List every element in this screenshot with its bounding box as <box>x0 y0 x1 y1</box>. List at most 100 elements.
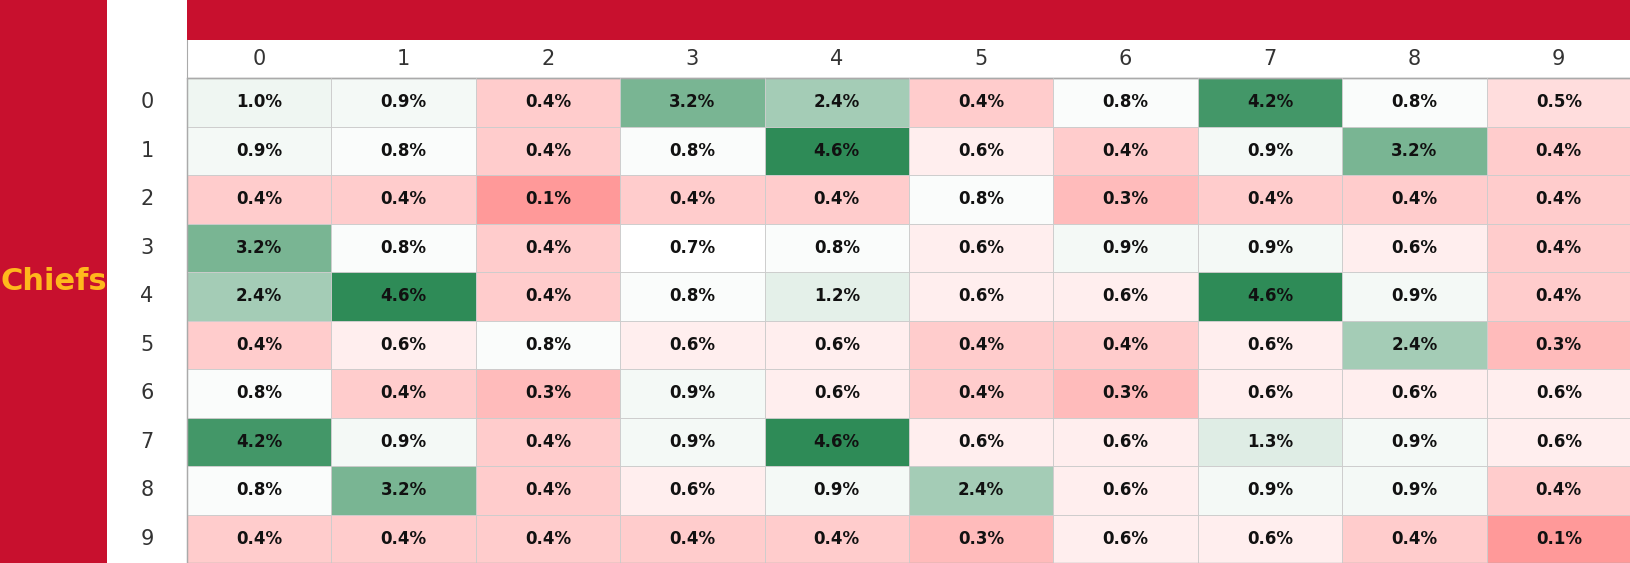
Text: 0.4%: 0.4% <box>957 385 1004 402</box>
FancyBboxPatch shape <box>1341 272 1485 320</box>
FancyBboxPatch shape <box>476 127 619 175</box>
FancyBboxPatch shape <box>187 272 331 320</box>
FancyBboxPatch shape <box>331 175 476 224</box>
FancyBboxPatch shape <box>1053 466 1196 515</box>
FancyBboxPatch shape <box>331 127 476 175</box>
Text: 0.1%: 0.1% <box>1535 530 1581 548</box>
FancyBboxPatch shape <box>908 466 1053 515</box>
Text: 0: 0 <box>253 49 266 69</box>
Text: 4.6%: 4.6% <box>380 287 427 305</box>
FancyBboxPatch shape <box>108 175 187 224</box>
Text: 0.8%: 0.8% <box>1390 93 1436 111</box>
FancyBboxPatch shape <box>476 272 619 320</box>
Text: 0.6%: 0.6% <box>1535 385 1581 402</box>
FancyBboxPatch shape <box>331 272 476 320</box>
Text: 0.8%: 0.8% <box>380 239 427 257</box>
Text: 0.4%: 0.4% <box>1535 239 1581 257</box>
FancyBboxPatch shape <box>1341 466 1485 515</box>
FancyBboxPatch shape <box>476 78 619 127</box>
FancyBboxPatch shape <box>476 369 619 418</box>
Text: 0.4%: 0.4% <box>1390 190 1436 208</box>
Text: 0.1%: 0.1% <box>525 190 570 208</box>
Text: 3.2%: 3.2% <box>668 93 716 111</box>
Text: 0.9%: 0.9% <box>236 142 282 160</box>
FancyBboxPatch shape <box>108 272 187 320</box>
Text: 1.0%: 1.0% <box>236 93 282 111</box>
Text: 9: 9 <box>140 529 153 549</box>
Text: 0.4%: 0.4% <box>1535 481 1581 499</box>
Text: 1: 1 <box>396 49 411 69</box>
Text: 0.6%: 0.6% <box>1535 433 1581 451</box>
FancyBboxPatch shape <box>619 175 764 224</box>
FancyBboxPatch shape <box>764 127 908 175</box>
Text: 5: 5 <box>975 49 988 69</box>
FancyBboxPatch shape <box>1053 78 1196 127</box>
Text: 0.8%: 0.8% <box>236 481 282 499</box>
FancyBboxPatch shape <box>1196 175 1341 224</box>
FancyBboxPatch shape <box>619 418 764 466</box>
Text: 2.4%: 2.4% <box>813 93 859 111</box>
FancyBboxPatch shape <box>764 224 908 272</box>
FancyBboxPatch shape <box>187 369 331 418</box>
FancyBboxPatch shape <box>908 369 1053 418</box>
Text: 0.4%: 0.4% <box>813 530 859 548</box>
FancyBboxPatch shape <box>1485 127 1630 175</box>
FancyBboxPatch shape <box>1053 418 1196 466</box>
Text: 2.4%: 2.4% <box>236 287 282 305</box>
Text: 0.3%: 0.3% <box>1102 385 1148 402</box>
Text: 8: 8 <box>1407 49 1420 69</box>
FancyBboxPatch shape <box>1196 272 1341 320</box>
Text: 4.2%: 4.2% <box>236 433 282 451</box>
FancyBboxPatch shape <box>908 127 1053 175</box>
FancyBboxPatch shape <box>1485 418 1630 466</box>
Text: 0: 0 <box>140 92 153 112</box>
FancyBboxPatch shape <box>1053 272 1196 320</box>
Text: 0.4%: 0.4% <box>957 336 1004 354</box>
FancyBboxPatch shape <box>1485 78 1630 127</box>
Text: 0.8%: 0.8% <box>668 142 716 160</box>
FancyBboxPatch shape <box>108 224 187 272</box>
Text: 0.4%: 0.4% <box>1247 190 1293 208</box>
Text: 0.4%: 0.4% <box>525 142 570 160</box>
Text: 1.3%: 1.3% <box>1247 433 1293 451</box>
FancyBboxPatch shape <box>1196 515 1341 563</box>
Text: 1: 1 <box>140 141 153 161</box>
FancyBboxPatch shape <box>476 418 619 466</box>
FancyBboxPatch shape <box>1196 224 1341 272</box>
FancyBboxPatch shape <box>108 78 187 127</box>
Text: 3.2%: 3.2% <box>380 481 427 499</box>
Text: 0.9%: 0.9% <box>1102 239 1148 257</box>
Text: 0.4%: 0.4% <box>525 239 570 257</box>
Text: 0.8%: 0.8% <box>668 287 716 305</box>
FancyBboxPatch shape <box>619 224 764 272</box>
FancyBboxPatch shape <box>1196 78 1341 127</box>
FancyBboxPatch shape <box>1053 320 1196 369</box>
Text: 4.2%: 4.2% <box>1245 93 1293 111</box>
FancyBboxPatch shape <box>764 175 908 224</box>
Text: 0.9%: 0.9% <box>380 433 427 451</box>
Text: 0.4%: 0.4% <box>1102 142 1148 160</box>
Text: 0.3%: 0.3% <box>1102 190 1148 208</box>
Text: 7: 7 <box>140 432 153 452</box>
Text: 0.8%: 0.8% <box>1102 93 1148 111</box>
Text: 2.4%: 2.4% <box>957 481 1004 499</box>
Text: 4: 4 <box>140 286 153 306</box>
Text: 0.6%: 0.6% <box>1102 287 1148 305</box>
Text: 2: 2 <box>140 189 153 209</box>
FancyBboxPatch shape <box>1485 272 1630 320</box>
FancyBboxPatch shape <box>1485 320 1630 369</box>
Text: 0.9%: 0.9% <box>813 481 859 499</box>
FancyBboxPatch shape <box>908 418 1053 466</box>
Text: 0.4%: 0.4% <box>525 481 570 499</box>
FancyBboxPatch shape <box>908 175 1053 224</box>
Text: 0.3%: 0.3% <box>525 385 570 402</box>
Text: Buccaneers: Buccaneers <box>810 6 1007 34</box>
FancyBboxPatch shape <box>619 78 764 127</box>
Text: 9: 9 <box>1552 49 1565 69</box>
Text: 0.4%: 0.4% <box>525 433 570 451</box>
FancyBboxPatch shape <box>1485 466 1630 515</box>
Text: 0.4%: 0.4% <box>525 93 570 111</box>
FancyBboxPatch shape <box>108 127 187 175</box>
FancyBboxPatch shape <box>764 78 908 127</box>
FancyBboxPatch shape <box>764 466 908 515</box>
